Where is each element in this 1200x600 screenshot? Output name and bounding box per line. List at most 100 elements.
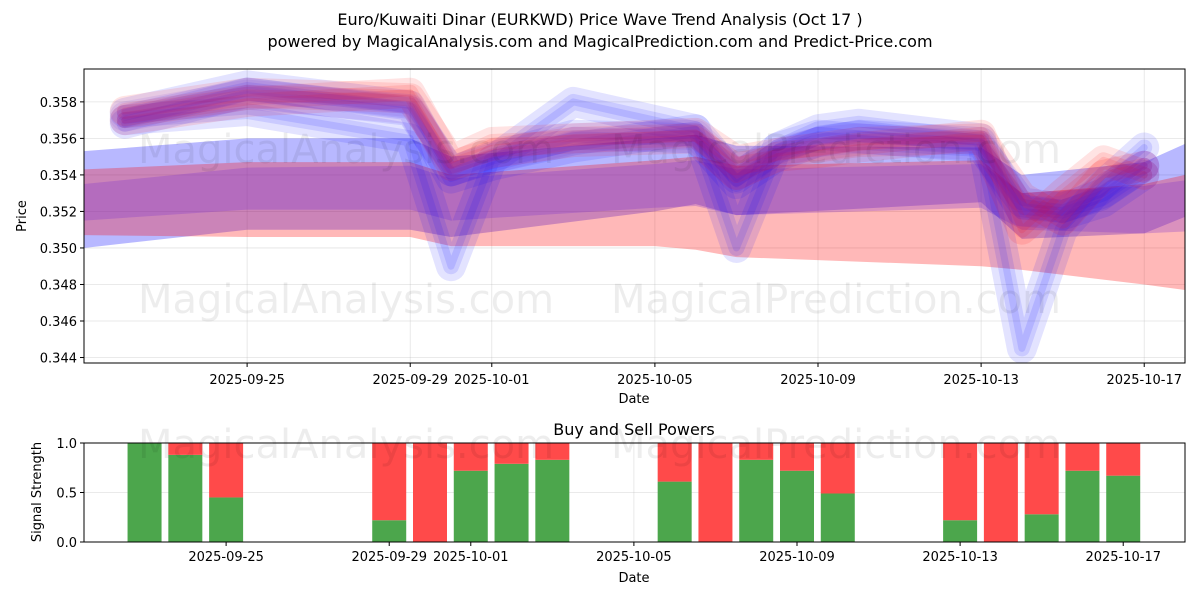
bottom-bars [127,443,1141,542]
price-wave-line [116,84,1153,229]
price-wave-line [121,98,1148,352]
price-wave-line [109,77,1160,236]
bottom-panel: MagicalAnalysis.com MagicalPrediction.co… [30,422,1186,586]
buy-bar [739,459,774,542]
buy-bar [780,470,814,542]
sell-bar [453,443,488,471]
price-wave-line [116,77,1153,216]
price-wave-line [121,89,1148,225]
buy-bar [372,520,407,542]
sell-bar [739,443,774,460]
top-frame [83,68,1186,364]
top-x-tick-label: 2025-09-25 [209,373,285,388]
bottom-x-tick-label: 2025-09-25 [188,550,264,565]
chart-subtitle: powered by MagicalAnalysis.com and Magic… [267,32,932,51]
sell-bar [168,443,203,455]
buy-bar [168,454,203,542]
price-wave-line [109,70,1160,223]
sell-bar [209,443,244,498]
top-x-axis-label: Date [618,392,649,407]
price-wave-line [116,84,1153,224]
top-y-tick-label: 0.350 [40,242,77,257]
sell-bar [983,443,1018,542]
sell-bar [820,443,855,494]
buy-bar [1024,514,1059,542]
top-panel: MagicalAnalysis.com MagicalPrediction.co… [15,68,1186,407]
buy-bar [1065,470,1100,542]
sell-bar [698,443,733,542]
price-wave-line [109,86,1160,364]
top-grid [84,69,1185,363]
price-wave-line [121,81,1148,212]
bottom-y-tick-label: 0.0 [56,536,77,551]
sell-bar [413,443,447,542]
watermark-analysis-top: MagicalAnalysis.com [138,277,554,323]
top-x-tick-label: 2025-09-29 [372,373,448,388]
bottom-chart-title: Buy and Sell Powers [553,420,715,439]
buy-bar [535,459,570,542]
top-y-tick-label: 0.356 [40,132,77,147]
sell-bar [535,443,570,460]
bottom-x-tick-label: 2025-09-29 [351,550,427,565]
watermark-prediction-bottom: MagicalPrediction.com [611,422,1061,468]
top-x-tick-label: 2025-10-01 [454,373,530,388]
watermark-prediction-top: MagicalPrediction.com [611,277,1061,323]
top-y-tick-label: 0.352 [40,205,77,220]
top-trend-bands [84,134,1185,290]
bottom-x-tick-label: 2025-10-01 [433,550,509,565]
sell-bar [372,443,407,521]
top-y-axis-label: Price [15,200,30,232]
sell-bar [943,443,978,521]
top-y-tick-label: 0.348 [40,278,77,293]
price-wave-line [121,89,1148,234]
top-x-tick-label: 2025-10-13 [943,373,1019,388]
sell-bar [1065,443,1100,471]
buy-bar [494,463,529,542]
bottom-y-axis-label: Signal Strength [30,442,45,542]
bottom-y-tick-label: 1.0 [56,437,77,452]
sell-bar [1024,443,1059,515]
trend-band-purple [84,160,1185,234]
price-wave-line [116,93,1153,357]
sell-bar [1106,443,1141,476]
trend-band-red [84,156,1185,290]
sell-bar [780,443,814,471]
top-axes: 2025-09-25 2025-09-29 2025-10-01 2025-10-05… [40,96,1182,388]
buy-bar [1106,475,1141,542]
trend-band-blue [84,134,1185,248]
top-y-tick-label: 0.344 [40,352,77,367]
top-y-tick-label: 0.346 [40,315,77,330]
bottom-x-tick-label: 2025-10-09 [759,550,835,565]
buy-bar [657,481,692,542]
bottom-x-tick-label: 2025-10-05 [596,550,672,565]
watermark-prediction-top-upper: MagicalPrediction.com [611,127,1061,173]
top-x-tick-label: 2025-10-17 [1106,373,1182,388]
price-wave-line [109,77,1160,231]
bottom-x-tick-label: 2025-10-13 [922,550,998,565]
price-wave-line [109,77,1160,245]
bottom-x-axis-label: Date [618,571,649,586]
bottom-x-tick-label: 2025-10-17 [1085,550,1161,565]
price-wave-line [121,89,1148,219]
bottom-axes: 2025-09-25 2025-09-29 2025-10-01 2025-10-05… [56,437,1161,565]
top-price-waves [109,70,1160,364]
watermark-analysis-top-upper: MagicalAnalysis.com [138,127,554,173]
buy-bar [209,497,244,542]
bottom-y-tick-label: 0.5 [56,487,77,502]
price-wave-line [109,79,1160,227]
buy-bar [127,443,162,542]
watermark-analysis-bottom: MagicalAnalysis.com [138,422,554,468]
price-wave-line [116,86,1153,220]
sell-bar [657,443,692,482]
top-y-tick-label: 0.358 [40,96,77,111]
sell-bar [494,443,529,464]
top-x-tick-label: 2025-10-05 [617,373,693,388]
buy-bar [453,470,488,542]
price-wave-line [116,84,1153,238]
top-x-tick-label: 2025-10-09 [780,373,856,388]
top-y-tick-label: 0.354 [40,169,77,184]
buy-bar [820,493,855,542]
buy-bar [943,520,978,542]
price-wave-line [121,91,1148,215]
